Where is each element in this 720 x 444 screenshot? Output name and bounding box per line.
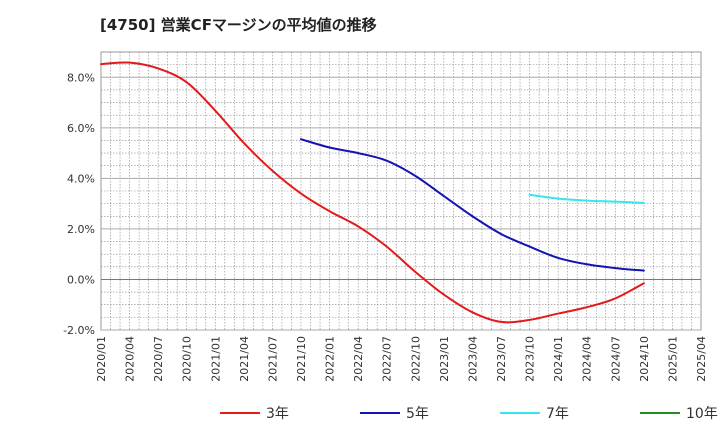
x-tick-label: 2022/01: [324, 336, 337, 382]
x-tick-label: 2022/10: [409, 336, 422, 382]
x-tick-label: 2025/01: [666, 336, 679, 382]
x-tick-label: 2021/01: [209, 336, 222, 382]
series-line-2: [528, 193, 645, 204]
x-tick-label: 2023/07: [495, 336, 508, 382]
x-tick-label: 2023/01: [438, 336, 451, 382]
axis-layer: -2.0% 0.0% 2.0% 4.0% 6.0% 8.0% 2020/01 2020/04 2…: [63, 71, 708, 381]
series-line-0: [100, 61, 645, 324]
x-tick-label: 2020/01: [95, 336, 108, 382]
x-tick-label: 2024/04: [581, 336, 594, 382]
x-tick-label: 2020/07: [152, 336, 165, 382]
y-tick-label: 8.0%: [67, 71, 95, 84]
legend-label-1: 5年: [406, 406, 429, 422]
y-tick-label: 6.0%: [67, 122, 95, 135]
x-tick-label: 2022/04: [352, 336, 365, 382]
x-tick-label: 2021/07: [266, 336, 279, 382]
y-tick-label: -2.0%: [63, 324, 95, 337]
x-tick-label: 2021/10: [295, 336, 308, 382]
x-tick-label: 2024/07: [609, 336, 622, 382]
x-tick-label: 2023/04: [466, 336, 479, 382]
x-tick-label: 2022/07: [381, 336, 394, 382]
legend-label-3: 10年: [686, 406, 718, 422]
chart-title: [4750] 営業CFマージンの平均値の推移: [100, 16, 377, 34]
x-tick-label: 2023/10: [524, 336, 537, 382]
x-tick-label: 2020/04: [124, 336, 137, 382]
x-tick-label: 2020/10: [181, 336, 194, 382]
series-line-1: [300, 138, 645, 272]
y-tick-label: 2.0%: [67, 223, 95, 236]
x-tick-label: 2021/04: [238, 336, 251, 382]
legend: 3年 5年 7年 10年: [220, 406, 718, 422]
legend-label-0: 3年: [266, 406, 289, 422]
x-tick-label: 2024/01: [552, 336, 565, 382]
grid-layer: [100, 51, 702, 331]
series-layer: [100, 61, 645, 324]
x-tick-label: 2024/10: [638, 336, 651, 382]
y-tick-label: 4.0%: [67, 172, 95, 185]
legend-label-2: 7年: [546, 406, 569, 422]
y-tick-label: 0.0%: [67, 273, 95, 286]
x-tick-label: 2025/04: [695, 336, 708, 382]
